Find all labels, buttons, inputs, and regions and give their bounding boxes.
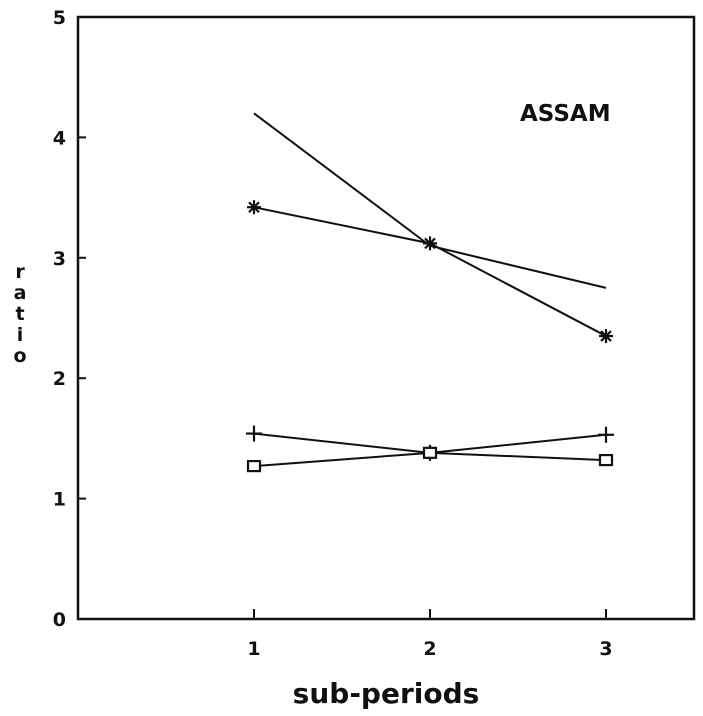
star-marker — [423, 236, 437, 251]
y-tick-label: 0 — [53, 609, 66, 631]
square-marker — [598, 453, 614, 467]
plus-marker — [598, 426, 614, 443]
y-axis-title-char: a — [14, 282, 27, 304]
series-line — [253, 206, 607, 337]
y-axis-title-char: i — [17, 324, 24, 346]
series-4 — [246, 446, 614, 473]
series-1 — [253, 112, 607, 289]
series-line — [253, 112, 607, 289]
x-axis-title: sub-periods — [293, 677, 480, 710]
y-axis-title-char: o — [13, 345, 26, 367]
y-tick-label: 4 — [53, 127, 66, 149]
x-tick-label: 1 — [247, 638, 260, 660]
square-marker — [422, 446, 438, 459]
star-marker — [247, 200, 261, 215]
y-axis: 0 1 2 3 4 5 — [53, 7, 86, 631]
x-axis: 1 2 3 — [247, 609, 613, 660]
y-tick-label: 2 — [53, 368, 66, 390]
y-axis-title-char: r — [15, 261, 25, 283]
star-marker — [599, 329, 613, 344]
y-axis-title-char: t — [15, 303, 24, 325]
x-tick-label: 2 — [423, 638, 436, 660]
y-tick-label: 3 — [53, 248, 66, 270]
series-2 — [247, 200, 613, 344]
square-marker — [246, 459, 262, 473]
y-tick-label: 5 — [53, 7, 66, 29]
plus-marker — [246, 425, 262, 442]
series-layer — [246, 112, 614, 473]
chart-annotation: ASSAM — [520, 101, 611, 127]
x-tick-label: 3 — [599, 638, 612, 660]
y-tick-label: 1 — [53, 489, 66, 511]
plot-frame — [76, 15, 696, 621]
